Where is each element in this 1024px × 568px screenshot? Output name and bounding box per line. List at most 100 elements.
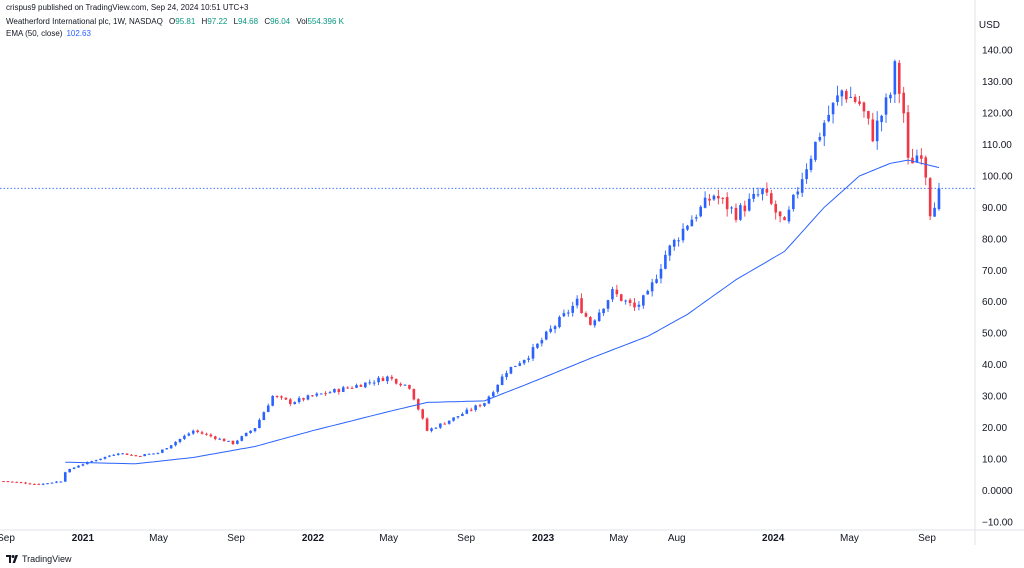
candle-body	[236, 440, 239, 444]
candle-body	[672, 239, 676, 247]
candle-body	[699, 206, 702, 217]
candle-body	[681, 228, 685, 241]
candle-body	[439, 423, 442, 428]
candle-body	[800, 179, 804, 193]
candle-body	[906, 112, 910, 158]
candle-body	[461, 413, 464, 416]
tradingview-brand: TradingView	[22, 554, 72, 564]
tradingview-footer: TradingView	[6, 554, 72, 564]
candle-body	[178, 438, 182, 442]
candle-body	[774, 203, 778, 213]
candle-body	[491, 392, 495, 397]
candle-body	[924, 157, 928, 178]
y-tick-label: 10.00	[982, 455, 1007, 466]
candle-body	[619, 294, 623, 301]
candle-body	[355, 385, 358, 388]
candle-body	[862, 102, 866, 112]
x-tick-label: Sep	[918, 533, 936, 544]
candle-body	[796, 191, 800, 195]
volume-value: 554.396 K	[307, 17, 344, 26]
candle-body	[871, 119, 875, 142]
candle-body	[152, 453, 155, 455]
candle-body	[756, 194, 760, 196]
candle-body	[792, 194, 795, 210]
candle-body	[487, 396, 491, 404]
candle-body	[319, 393, 323, 395]
y-tick-label: 90.00	[982, 203, 1007, 214]
candle-body	[112, 454, 116, 456]
candle-body	[359, 385, 363, 387]
candle-body	[121, 453, 124, 455]
candle-body	[337, 389, 341, 393]
candle-body	[743, 205, 747, 212]
x-tick-label: Sep	[0, 533, 15, 544]
x-tick-label: Sep	[227, 533, 245, 544]
publish-info: crispus9 published on TradingView.com, S…	[6, 3, 249, 12]
candle-body	[642, 295, 645, 306]
high-label: H	[201, 17, 208, 26]
candle-body	[386, 376, 389, 382]
candle-body	[275, 395, 279, 397]
candle-body	[937, 188, 941, 210]
candle-body	[686, 225, 689, 230]
candle-body	[765, 188, 769, 193]
candle-body	[24, 482, 27, 484]
x-tick-label: May	[149, 533, 168, 544]
candle-body	[637, 304, 641, 307]
candle-body	[571, 305, 575, 313]
candle-body	[496, 384, 500, 392]
candle-body	[412, 388, 416, 400]
candle-body	[350, 387, 354, 389]
candle-body	[725, 197, 729, 210]
candle-body	[624, 300, 627, 302]
candle-body	[249, 430, 252, 433]
candle-body	[244, 432, 248, 437]
candle-body	[456, 416, 460, 418]
candle-body	[403, 384, 407, 386]
y-tick-label: 40.00	[982, 360, 1007, 371]
ema-value: 102.63	[66, 29, 91, 38]
candle-body	[55, 481, 58, 483]
candle-body	[920, 155, 923, 159]
candle-body	[867, 111, 870, 119]
open-label: O	[169, 17, 176, 26]
candle-body	[849, 96, 853, 98]
x-tick-label: 2024	[762, 533, 785, 544]
ema-line	[65, 159, 940, 465]
candle-body	[165, 448, 169, 450]
candle-body	[540, 340, 544, 344]
candle-body	[68, 468, 71, 473]
candle-body	[593, 320, 597, 326]
candle-body	[213, 436, 217, 439]
candle-body	[306, 395, 310, 400]
candle-body	[518, 363, 522, 366]
candle-body	[196, 430, 199, 433]
candle-body	[703, 197, 707, 208]
legend-ohlc: Weatherford International plc, 1W, NASDA…	[6, 18, 344, 26]
candle-body	[875, 120, 879, 142]
candle-body	[933, 207, 936, 217]
candle-body	[531, 347, 535, 359]
y-tick-label: 120.00	[982, 108, 1013, 119]
candle-body	[430, 428, 433, 431]
candle-body	[425, 418, 429, 431]
x-tick-label: May	[609, 533, 628, 544]
y-tick-label: 80.00	[982, 234, 1007, 245]
symbol-name: Weatherford International plc, 1W, NASDA…	[6, 17, 163, 26]
candle-body	[394, 378, 398, 384]
candle-body	[522, 359, 526, 364]
candle-body	[633, 302, 636, 308]
candle-body	[664, 254, 667, 269]
candle-body	[191, 430, 195, 434]
candle-body	[717, 195, 720, 199]
candle-body	[840, 90, 844, 97]
y-tick-label: 140.00	[982, 46, 1013, 57]
candle-body	[368, 382, 372, 384]
candle-body	[818, 136, 822, 141]
candle-body	[611, 289, 614, 300]
candle-body	[19, 482, 23, 484]
candle-body	[311, 395, 314, 397]
candle-body	[465, 409, 469, 414]
candle-body	[227, 440, 230, 442]
